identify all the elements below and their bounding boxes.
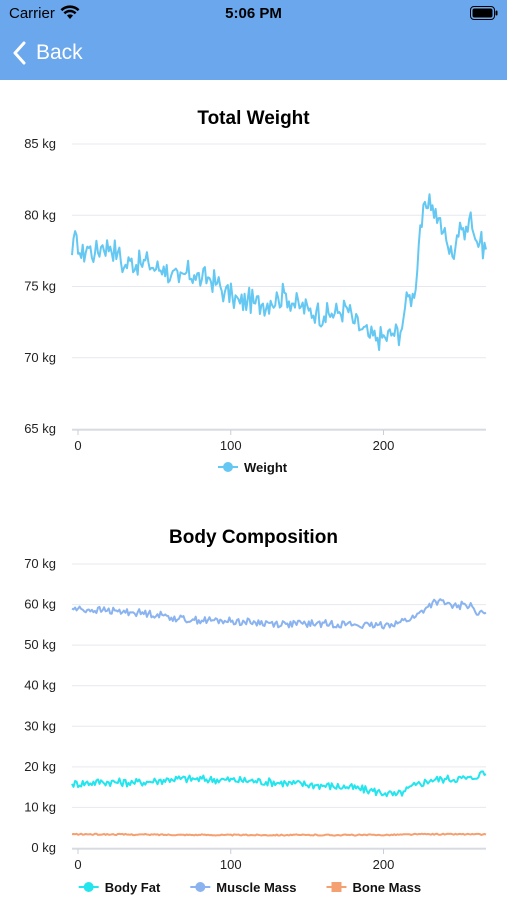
- y-tick-label: 10 kg: [24, 799, 56, 814]
- y-tick-label: 40 kg: [24, 678, 56, 693]
- series-line-weight: [71, 193, 487, 351]
- y-tick-label: 50 kg: [24, 637, 56, 652]
- status-time: 5:06 PM: [225, 5, 282, 22]
- x-tick-label: 0: [74, 857, 81, 872]
- body-composition-chart: 70 kg 60 kg 50 kg 40 kg 30 kg 20 kg 10 kg 0 kg 0…: [0, 550, 507, 900]
- series-line-body-fat: [71, 770, 487, 798]
- carrier-label: Carrier: [9, 5, 55, 22]
- chevron-left-icon: [13, 41, 26, 65]
- legend-label: Bone Mass: [353, 880, 422, 895]
- y-tick-label: 60 kg: [24, 597, 56, 612]
- legend-item-muscle-mass[interactable]: Muscle Mass: [190, 880, 297, 895]
- navigation-bar: Carrier 5:06 PM Back: [0, 0, 507, 80]
- back-label: Back: [36, 41, 83, 64]
- y-tick-label: 30 kg: [24, 718, 56, 733]
- x-tick-label: 200: [373, 857, 395, 872]
- legend-marker: [331, 882, 342, 892]
- legend-item-weight[interactable]: Weight: [218, 460, 288, 475]
- y-tick-label: 75 kg: [24, 279, 56, 294]
- series-line-muscle-mass: [71, 598, 487, 630]
- status-bar: Carrier 5:06 PM: [0, 0, 507, 30]
- total-weight-chart: 85 kg 80 kg 75 kg 70 kg 65 kg 0 100 200 Weight: [0, 130, 507, 480]
- x-tick-label: 0: [74, 438, 81, 453]
- total-weight-title: Total Weight: [197, 108, 310, 129]
- wifi-icon: [60, 4, 80, 24]
- x-tick-label: 100: [220, 857, 242, 872]
- x-tick-label: 100: [220, 438, 242, 453]
- legend-label: Weight: [244, 460, 288, 475]
- y-tick-label: 65 kg: [24, 421, 56, 436]
- legend-label: Muscle Mass: [216, 880, 296, 895]
- series-line-bone-mass: [71, 832, 487, 837]
- y-tick-label: 70 kg: [24, 556, 56, 571]
- legend-label: Body Fat: [105, 880, 161, 895]
- legend-marker: [83, 882, 94, 892]
- body-composition-title: Body Composition: [169, 527, 338, 548]
- total-weight-chart-svg: 85 kg 80 kg 75 kg 70 kg 65 kg 0 100 200 Weight: [24, 136, 487, 475]
- y-tick-label: 70 kg: [24, 350, 56, 365]
- legend-marker: [195, 882, 206, 892]
- y-tick-label: 80 kg: [24, 207, 56, 222]
- back-button[interactable]: Back: [12, 38, 83, 68]
- battery-icon: [470, 6, 498, 24]
- x-tick-label: 200: [373, 438, 395, 453]
- y-tick-label: 20 kg: [24, 759, 56, 774]
- legend-item-bone-mass[interactable]: Bone Mass: [326, 880, 422, 895]
- y-tick-label: 85 kg: [24, 136, 56, 151]
- legend-item-body-fat[interactable]: Body Fat: [78, 880, 161, 895]
- body-composition-chart-svg: 70 kg 60 kg 50 kg 40 kg 30 kg 20 kg 10 kg 0 kg 0…: [24, 556, 487, 895]
- legend-marker: [223, 462, 233, 472]
- y-tick-label: 0 kg: [31, 840, 56, 855]
